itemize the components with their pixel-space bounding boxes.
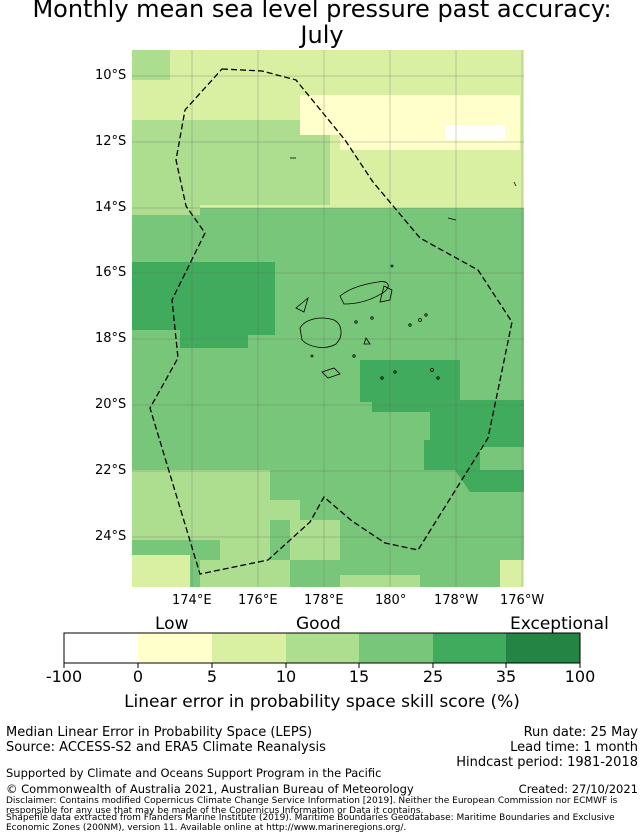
- colorbar-tick: 35: [495, 667, 517, 686]
- disclaimer-line2: responsible for any use that may be made…: [6, 806, 424, 816]
- chart-subtitle: July: [300, 21, 344, 49]
- lat-label: 22°S: [95, 463, 127, 478]
- lat-label: 18°S: [95, 331, 127, 346]
- source-text: Source: ACCESS-S2 and ERA5 Climate Reana…: [6, 740, 326, 755]
- colorbar-tick: 10: [275, 667, 297, 686]
- created-date: Created: 27/10/2021: [518, 782, 638, 796]
- lon-label: 180°: [375, 593, 407, 608]
- lon-label: 178°E: [304, 593, 344, 608]
- lon-label: 178°W: [434, 593, 479, 608]
- colorbar-category-exceptional: Exceptional: [510, 614, 609, 634]
- colorbar-tick: 5: [206, 667, 218, 686]
- colorbar-label: Linear error in probability space skill …: [124, 692, 520, 712]
- colorbar-category-low: Low: [155, 614, 189, 634]
- lat-label: 16°S: [95, 265, 127, 280]
- fiji-islands: [290, 157, 517, 380]
- lat-label: 20°S: [95, 397, 127, 412]
- support-text: Supported by Climate and Oceans Support …: [6, 766, 382, 780]
- method-text: Median Linear Error in Probability Space…: [6, 725, 313, 740]
- shapefile-line1: Shapefile data extracted from Flanders M…: [6, 813, 615, 823]
- lon-label: 176°W: [500, 593, 545, 608]
- lat-label: 12°S: [95, 134, 127, 149]
- colorbar-category-good: Good: [296, 614, 341, 634]
- copyright-text: © Commonwealth of Australia 2021, Austra…: [6, 782, 414, 796]
- lead-time: Lead time: 1 month: [510, 740, 638, 755]
- lat-label: 14°S: [95, 200, 127, 215]
- hindcast-period: Hindcast period: 1981-2018: [456, 755, 638, 770]
- colorbar-tick: 25: [422, 667, 444, 686]
- eez-boundary: [149, 68, 513, 575]
- lon-label: 176°E: [238, 593, 278, 608]
- colorbar-tick: -100: [45, 667, 83, 686]
- colorbar: [63, 632, 581, 668]
- colorbar-tick: 0: [132, 667, 144, 686]
- disclaimer-line1: Disclaimer: Contains modified Copernicus…: [6, 796, 618, 806]
- run-date: Run date: 25 May: [523, 725, 638, 740]
- colorbar-tick: 15: [348, 667, 370, 686]
- chart-title: Monthly mean sea level pressure past acc…: [32, 0, 612, 23]
- lon-label: 174°E: [172, 593, 212, 608]
- lat-label: 24°S: [95, 529, 127, 544]
- map-gridlines: [132, 50, 524, 587]
- lat-label: 10°S: [95, 68, 127, 83]
- shapefile-line2: Economic Zones (200NM), version 11. Avai…: [6, 823, 407, 833]
- colorbar-tick: 100: [564, 667, 596, 686]
